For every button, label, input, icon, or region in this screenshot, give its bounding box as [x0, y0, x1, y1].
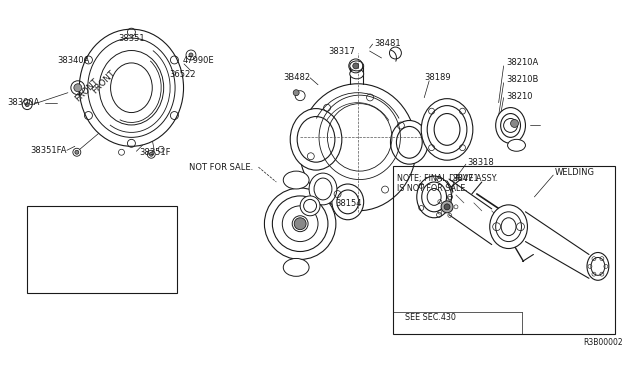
Text: 38210: 38210 — [507, 92, 533, 101]
Text: 3B482: 3B482 — [284, 73, 310, 82]
Circle shape — [293, 90, 299, 96]
Ellipse shape — [390, 121, 428, 164]
Ellipse shape — [284, 259, 309, 276]
Text: 38300A: 38300A — [7, 98, 40, 107]
Ellipse shape — [508, 140, 525, 151]
Text: NOTE; FINAL DRIVE ASSY.: NOTE; FINAL DRIVE ASSY. — [397, 174, 497, 183]
Text: 38318: 38318 — [467, 158, 493, 167]
Ellipse shape — [309, 173, 337, 205]
Ellipse shape — [490, 205, 527, 248]
Text: 38351: 38351 — [118, 33, 145, 43]
Ellipse shape — [273, 196, 328, 251]
Text: 38351FA: 38351FA — [30, 146, 67, 155]
Ellipse shape — [427, 189, 441, 205]
Text: FRONT: FRONT — [90, 68, 117, 95]
Text: 38189: 38189 — [424, 73, 451, 82]
Ellipse shape — [88, 38, 175, 137]
Text: FRONT: FRONT — [74, 77, 100, 103]
Circle shape — [25, 103, 29, 107]
Text: NOT FOR SALE.: NOT FOR SALE. — [189, 163, 253, 171]
Ellipse shape — [495, 212, 522, 241]
Ellipse shape — [303, 199, 317, 212]
Ellipse shape — [495, 108, 525, 143]
Ellipse shape — [332, 184, 364, 220]
Text: 38340A: 38340A — [57, 57, 90, 65]
Ellipse shape — [300, 196, 320, 216]
Text: 38317: 38317 — [328, 46, 355, 55]
Circle shape — [444, 204, 450, 210]
Ellipse shape — [350, 61, 364, 71]
Ellipse shape — [500, 113, 520, 137]
Circle shape — [294, 218, 306, 230]
Ellipse shape — [111, 63, 152, 113]
Ellipse shape — [591, 257, 605, 275]
Ellipse shape — [299, 84, 416, 211]
Circle shape — [189, 53, 193, 57]
Ellipse shape — [284, 171, 309, 189]
Ellipse shape — [422, 182, 447, 212]
Ellipse shape — [427, 106, 467, 153]
Text: 36522: 36522 — [169, 70, 196, 79]
Text: 38351F: 38351F — [140, 148, 171, 157]
Ellipse shape — [290, 109, 342, 170]
Circle shape — [511, 119, 518, 128]
Ellipse shape — [396, 126, 422, 158]
Circle shape — [441, 201, 453, 213]
Ellipse shape — [292, 216, 308, 232]
Ellipse shape — [337, 190, 358, 214]
Ellipse shape — [297, 116, 335, 162]
Ellipse shape — [587, 253, 609, 280]
Ellipse shape — [434, 113, 460, 145]
Ellipse shape — [264, 188, 336, 259]
Ellipse shape — [417, 176, 451, 218]
Circle shape — [74, 84, 82, 92]
Text: 38210A: 38210A — [507, 58, 539, 67]
Ellipse shape — [501, 218, 516, 235]
Ellipse shape — [79, 29, 184, 146]
Circle shape — [353, 63, 358, 69]
Text: 38481: 38481 — [374, 39, 401, 48]
Text: 47990E: 47990E — [183, 57, 214, 65]
Bar — [26, 206, 177, 293]
Ellipse shape — [421, 99, 473, 160]
Text: IS NOT FOR SALE.: IS NOT FOR SALE. — [397, 183, 468, 193]
Ellipse shape — [350, 69, 364, 79]
Text: 38471: 38471 — [452, 174, 479, 183]
Ellipse shape — [282, 206, 318, 241]
Circle shape — [149, 152, 153, 156]
Text: 38154: 38154 — [335, 199, 362, 208]
Ellipse shape — [99, 51, 164, 125]
Ellipse shape — [314, 178, 332, 200]
Text: WELDING: WELDING — [554, 168, 594, 177]
Text: 38210B: 38210B — [507, 75, 539, 84]
Bar — [393, 166, 616, 334]
Circle shape — [75, 150, 79, 154]
Text: SEE SEC.430: SEE SEC.430 — [405, 313, 456, 322]
Text: R3B00002: R3B00002 — [583, 338, 623, 347]
